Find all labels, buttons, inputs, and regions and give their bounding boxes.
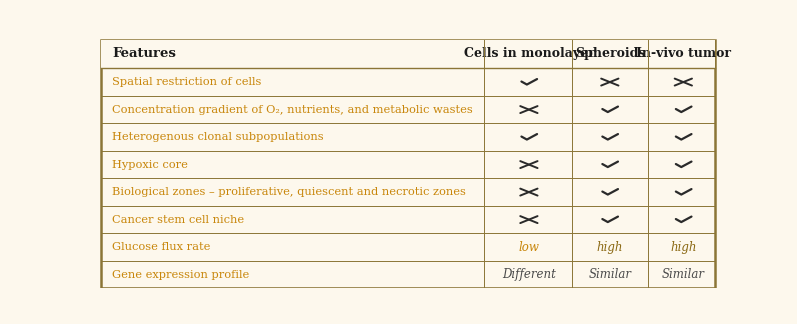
Bar [101, 40, 716, 68]
Text: low: low [519, 241, 540, 254]
Text: Spatial restriction of cells: Spatial restriction of cells [112, 77, 261, 87]
Text: Cells in monolayer: Cells in monolayer [464, 47, 595, 60]
Text: Glucose flux rate: Glucose flux rate [112, 242, 210, 252]
Text: Hypoxic core: Hypoxic core [112, 160, 188, 169]
Text: Similar: Similar [662, 268, 705, 281]
Text: Different: Different [502, 268, 556, 281]
Text: Biological zones – proliferative, quiescent and necrotic zones: Biological zones – proliferative, quiesc… [112, 187, 466, 197]
Text: Concentration gradient of O₂, nutrients, and metabolic wastes: Concentration gradient of O₂, nutrients,… [112, 105, 473, 115]
Text: Similar: Similar [588, 268, 631, 281]
Text: high: high [597, 241, 623, 254]
Text: Gene expression profile: Gene expression profile [112, 270, 249, 280]
Text: high: high [670, 241, 697, 254]
Text: In-vivo tumor: In-vivo tumor [636, 47, 731, 60]
Text: Spheroids: Spheroids [575, 47, 645, 60]
Text: Features: Features [112, 47, 176, 60]
Text: Cancer stem cell niche: Cancer stem cell niche [112, 214, 244, 225]
Text: Heterogenous clonal subpopulations: Heterogenous clonal subpopulations [112, 132, 324, 142]
